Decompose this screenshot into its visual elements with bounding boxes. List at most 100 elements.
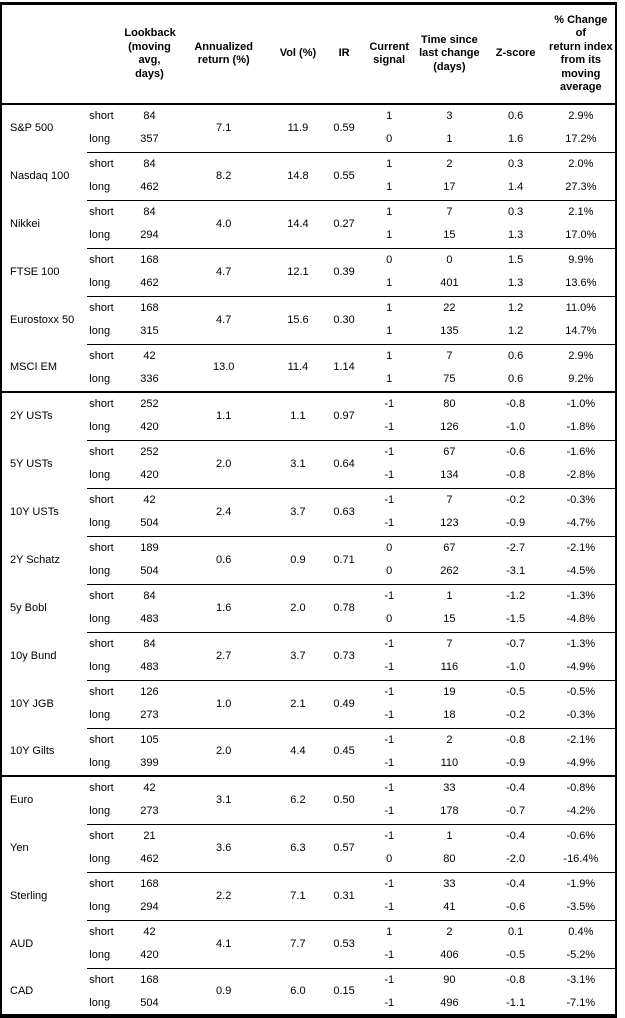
asset-name: Euro	[1, 775, 88, 824]
time-since-change-value: 126	[440, 421, 459, 434]
time-since-change-value: 7	[414, 487, 485, 512]
annualized-return-value: 1.1	[175, 391, 272, 440]
z-score-value: -0.9	[506, 757, 526, 769]
table-row-short: 10y Bund short 84 2.7 3.7 0.73 -1 7 -0.7…	[1, 631, 616, 680]
time-since-change-value: 41	[443, 901, 456, 914]
asset-name: 10Y Gilts	[10, 745, 55, 757]
pct-change-value: 27.3%	[565, 181, 597, 194]
pct-change-value: -2.1%	[546, 535, 616, 560]
asset-block: 10Y JGB short 126 1.0 2.1 0.49 -1 19 -0.…	[1, 679, 616, 728]
z-score-value: 1.2	[507, 325, 524, 338]
horizon-label: long	[89, 901, 111, 914]
time-since-change-value: 33	[414, 775, 485, 800]
horizon-label: long	[89, 853, 111, 866]
asset-block: Yen short 21 3.6 6.3 0.57 -1 1 -0.4 -0.6…	[1, 823, 616, 872]
table-row-short: FTSE 100 short 168 4.7 12.1 0.39 0 0 1.5…	[1, 247, 616, 296]
table-row-long: long 483 -1 116 -1.0 -4.9%	[1, 656, 616, 680]
current-signal-value: 1	[386, 373, 393, 385]
horizon-label: long	[89, 373, 111, 385]
current-signal-value: -1	[364, 631, 415, 656]
lookback-value: 252	[123, 439, 176, 464]
time-since-change-value: 1	[414, 583, 485, 608]
time-since-change-value: 33	[414, 871, 485, 896]
table-row-short: MSCI EM short 42 13.0 11.4 1.14 1 7 0.6 …	[1, 343, 616, 392]
time-since-change-value: 2	[414, 919, 485, 944]
table-row-long: long 273 -1 178 -0.7 -4.2%	[1, 800, 616, 824]
annualized-return-value: 1.0	[175, 679, 272, 728]
z-score-value: -0.5	[506, 949, 526, 962]
z-score-value: 1.6	[507, 133, 524, 146]
current-signal-value: -1	[364, 391, 415, 416]
lookback-value: 420	[140, 469, 159, 482]
table-row-long: long 420 -1 126 -1.0 -1.8%	[1, 416, 616, 440]
asset-block: 10Y Gilts short 105 2.0 4.4 0.45 -1 2 -0…	[1, 727, 616, 776]
z-score-value: -0.8	[506, 469, 526, 482]
ir-value: 0.27	[324, 199, 365, 248]
annualized-return-value: 2.7	[175, 631, 272, 680]
current-signal-value: -1	[384, 757, 395, 769]
ir-value: 0.57	[324, 823, 365, 872]
horizon-label: long	[89, 996, 111, 1009]
lookback-value: 294	[140, 229, 159, 242]
current-signal-value: -1	[364, 775, 415, 800]
asset-name: 10Y JGB	[10, 697, 54, 710]
z-score-value: 0.1	[484, 919, 547, 944]
z-score-value: -1.1	[506, 996, 526, 1009]
horizon-label: short	[87, 247, 124, 272]
horizon-label: long	[89, 613, 111, 626]
z-score-value: -1.0	[506, 421, 526, 434]
asset-name: FTSE 100	[10, 265, 60, 278]
pct-change-value: -5.2%	[566, 949, 596, 962]
pct-change-value: 2.9%	[546, 343, 616, 368]
z-score-value: -0.4	[484, 871, 547, 896]
asset-block: CAD short 168 0.9 6.0 0.15 -1 90 -0.8 -3…	[1, 967, 616, 1016]
asset-block: Nikkei short 84 4.0 14.4 0.27 1 7 0.3 2.…	[1, 199, 616, 248]
table-row-short: Nasdaq 100 short 84 8.2 14.8 0.55 1 2 0.…	[1, 151, 616, 200]
asset-block: Eurostoxx 50 short 168 4.7 15.6 0.30 1 2…	[1, 295, 616, 344]
vol-value: 6.3	[271, 823, 324, 872]
table-row-short: AUD short 42 4.1 7.7 0.53 1 2 0.1 0.4%	[1, 919, 616, 968]
horizon-label: long	[89, 565, 111, 578]
current-signal-value: -1	[384, 996, 395, 1009]
table-row-long: long 294 1 15 1.3 17.0%	[1, 224, 616, 248]
annualized-return-value: 0.6	[175, 535, 272, 584]
table-row-long: long 336 1 75 0.6 9.2%	[1, 368, 616, 392]
horizon-label: short	[87, 199, 124, 224]
z-score-value: -1.2	[484, 583, 547, 608]
pct-change-value: -4.2%	[566, 805, 596, 818]
annualized-return-value: 8.2	[175, 151, 272, 200]
table-row-long: long 315 1 135 1.2 14.7%	[1, 320, 616, 344]
current-signal-value: 0	[386, 565, 393, 578]
horizon-label: short	[87, 583, 124, 608]
asset-name: Yen	[10, 841, 29, 854]
annualized-return-value: 1.6	[175, 583, 272, 632]
table-row-short: 2Y Schatz short 189 0.6 0.9 0.71 0 67 -2…	[1, 535, 616, 584]
ir-value: 1.14	[324, 343, 365, 392]
table-row-long: long 462 0 80 -2.0 -16.4%	[1, 848, 616, 872]
lookback-value: 84	[143, 110, 156, 122]
table-row-long: long 504 -1 123 -0.9 -4.7%	[1, 512, 616, 536]
ir-value: 0.63	[324, 487, 365, 536]
header-row: Lookback (moving avg, days) Annualized r…	[1, 3, 616, 105]
lookback-value: 315	[140, 325, 159, 338]
pct-change-value: -2.1%	[546, 727, 616, 752]
lookback-value: 105	[123, 727, 176, 752]
time-since-change-value: 135	[440, 325, 459, 338]
table-row-long: long 420 -1 134 -0.8 -2.8%	[1, 464, 616, 488]
lookback-value: 168	[123, 247, 176, 272]
horizon-label: long	[89, 325, 111, 338]
time-since-change-value: 22	[414, 295, 485, 320]
ir-value: 0.97	[324, 391, 365, 440]
horizon-label: long	[89, 133, 111, 146]
vol-value: 6.0	[271, 967, 324, 1016]
time-since-change-value: 2	[414, 727, 485, 752]
horizon-label: long	[89, 517, 111, 530]
col-header-lookback: Lookback (moving avg, days)	[123, 3, 176, 105]
z-score-value: 1.4	[507, 181, 524, 194]
current-signal-value: 0	[364, 535, 415, 560]
time-since-change-value: 178	[440, 805, 459, 818]
pct-change-value: -16.4%	[563, 853, 599, 866]
time-since-change-value: 80	[414, 391, 485, 416]
pct-change-value: 9.9%	[546, 247, 616, 272]
